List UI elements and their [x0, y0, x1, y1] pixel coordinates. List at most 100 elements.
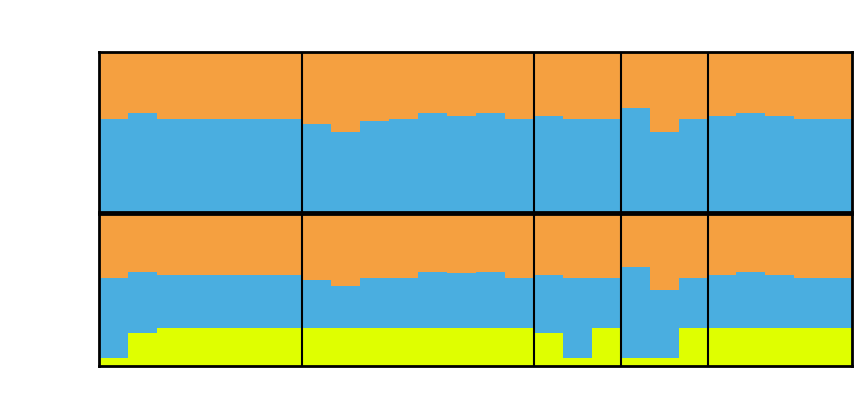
- Bar: [157, 52, 186, 119]
- Bar: [795, 278, 823, 328]
- Bar: [389, 52, 418, 119]
- Bar: [447, 116, 476, 212]
- Bar: [273, 52, 302, 119]
- Bar: [534, 116, 562, 212]
- Bar: [99, 359, 128, 366]
- Bar: [678, 214, 708, 278]
- Bar: [708, 52, 736, 116]
- Bar: [360, 121, 389, 212]
- Bar: [534, 214, 562, 275]
- Bar: [157, 214, 186, 275]
- Bar: [765, 52, 795, 116]
- Bar: [186, 275, 215, 328]
- Bar: [592, 214, 621, 278]
- Bar: [331, 52, 360, 132]
- Bar: [447, 214, 476, 273]
- Bar: [418, 52, 447, 113]
- Bar: [244, 328, 273, 366]
- Bar: [534, 52, 562, 116]
- Bar: [765, 328, 795, 366]
- Bar: [360, 278, 389, 328]
- Bar: [128, 52, 157, 113]
- Bar: [475, 52, 505, 113]
- Bar: [389, 278, 418, 328]
- Bar: [331, 214, 360, 286]
- Bar: [99, 119, 128, 212]
- Bar: [331, 132, 360, 212]
- Bar: [678, 119, 708, 212]
- Bar: [273, 214, 302, 275]
- Bar: [823, 278, 852, 328]
- Bar: [447, 52, 476, 116]
- Bar: [186, 328, 215, 366]
- Bar: [823, 328, 852, 366]
- Bar: [128, 113, 157, 212]
- Bar: [475, 113, 505, 212]
- Bar: [649, 132, 678, 212]
- Bar: [649, 214, 678, 290]
- Bar: [302, 124, 331, 212]
- Bar: [678, 328, 708, 366]
- Bar: [708, 275, 736, 328]
- Bar: [244, 52, 273, 119]
- Bar: [360, 328, 389, 366]
- Bar: [273, 328, 302, 366]
- Bar: [562, 52, 592, 119]
- Bar: [244, 119, 273, 212]
- Bar: [795, 328, 823, 366]
- Bar: [765, 116, 795, 212]
- Bar: [562, 214, 592, 278]
- Bar: [302, 52, 331, 124]
- Bar: [157, 119, 186, 212]
- Bar: [708, 214, 736, 275]
- Bar: [592, 328, 621, 366]
- Bar: [302, 280, 331, 328]
- Bar: [475, 272, 505, 328]
- Bar: [157, 275, 186, 328]
- Bar: [475, 328, 505, 366]
- Bar: [823, 214, 852, 278]
- Bar: [99, 278, 128, 359]
- Bar: [331, 286, 360, 328]
- Bar: [592, 119, 621, 212]
- Bar: [736, 52, 765, 113]
- Bar: [186, 52, 215, 119]
- Bar: [273, 119, 302, 212]
- Bar: [99, 214, 128, 278]
- Bar: [128, 333, 157, 366]
- Bar: [302, 328, 331, 366]
- Bar: [823, 52, 852, 119]
- Bar: [678, 278, 708, 328]
- Bar: [534, 275, 562, 333]
- Bar: [592, 278, 621, 328]
- Bar: [592, 52, 621, 119]
- Bar: [562, 359, 592, 366]
- Bar: [765, 214, 795, 275]
- Bar: [273, 275, 302, 328]
- Bar: [649, 290, 678, 359]
- Bar: [215, 275, 244, 328]
- Bar: [505, 119, 534, 212]
- Bar: [621, 214, 649, 267]
- Bar: [795, 119, 823, 212]
- Bar: [215, 52, 244, 119]
- Bar: [360, 214, 389, 278]
- Bar: [360, 52, 389, 121]
- Bar: [736, 272, 765, 328]
- Bar: [186, 214, 215, 275]
- Bar: [736, 328, 765, 366]
- Bar: [447, 273, 476, 328]
- Bar: [562, 119, 592, 212]
- Bar: [128, 214, 157, 272]
- Bar: [505, 328, 534, 366]
- Bar: [186, 119, 215, 212]
- Bar: [823, 119, 852, 212]
- Bar: [447, 328, 476, 366]
- Bar: [736, 113, 765, 212]
- Bar: [215, 328, 244, 366]
- Bar: [418, 113, 447, 212]
- Bar: [331, 328, 360, 366]
- Bar: [621, 108, 649, 212]
- Bar: [389, 119, 418, 212]
- Bar: [418, 272, 447, 328]
